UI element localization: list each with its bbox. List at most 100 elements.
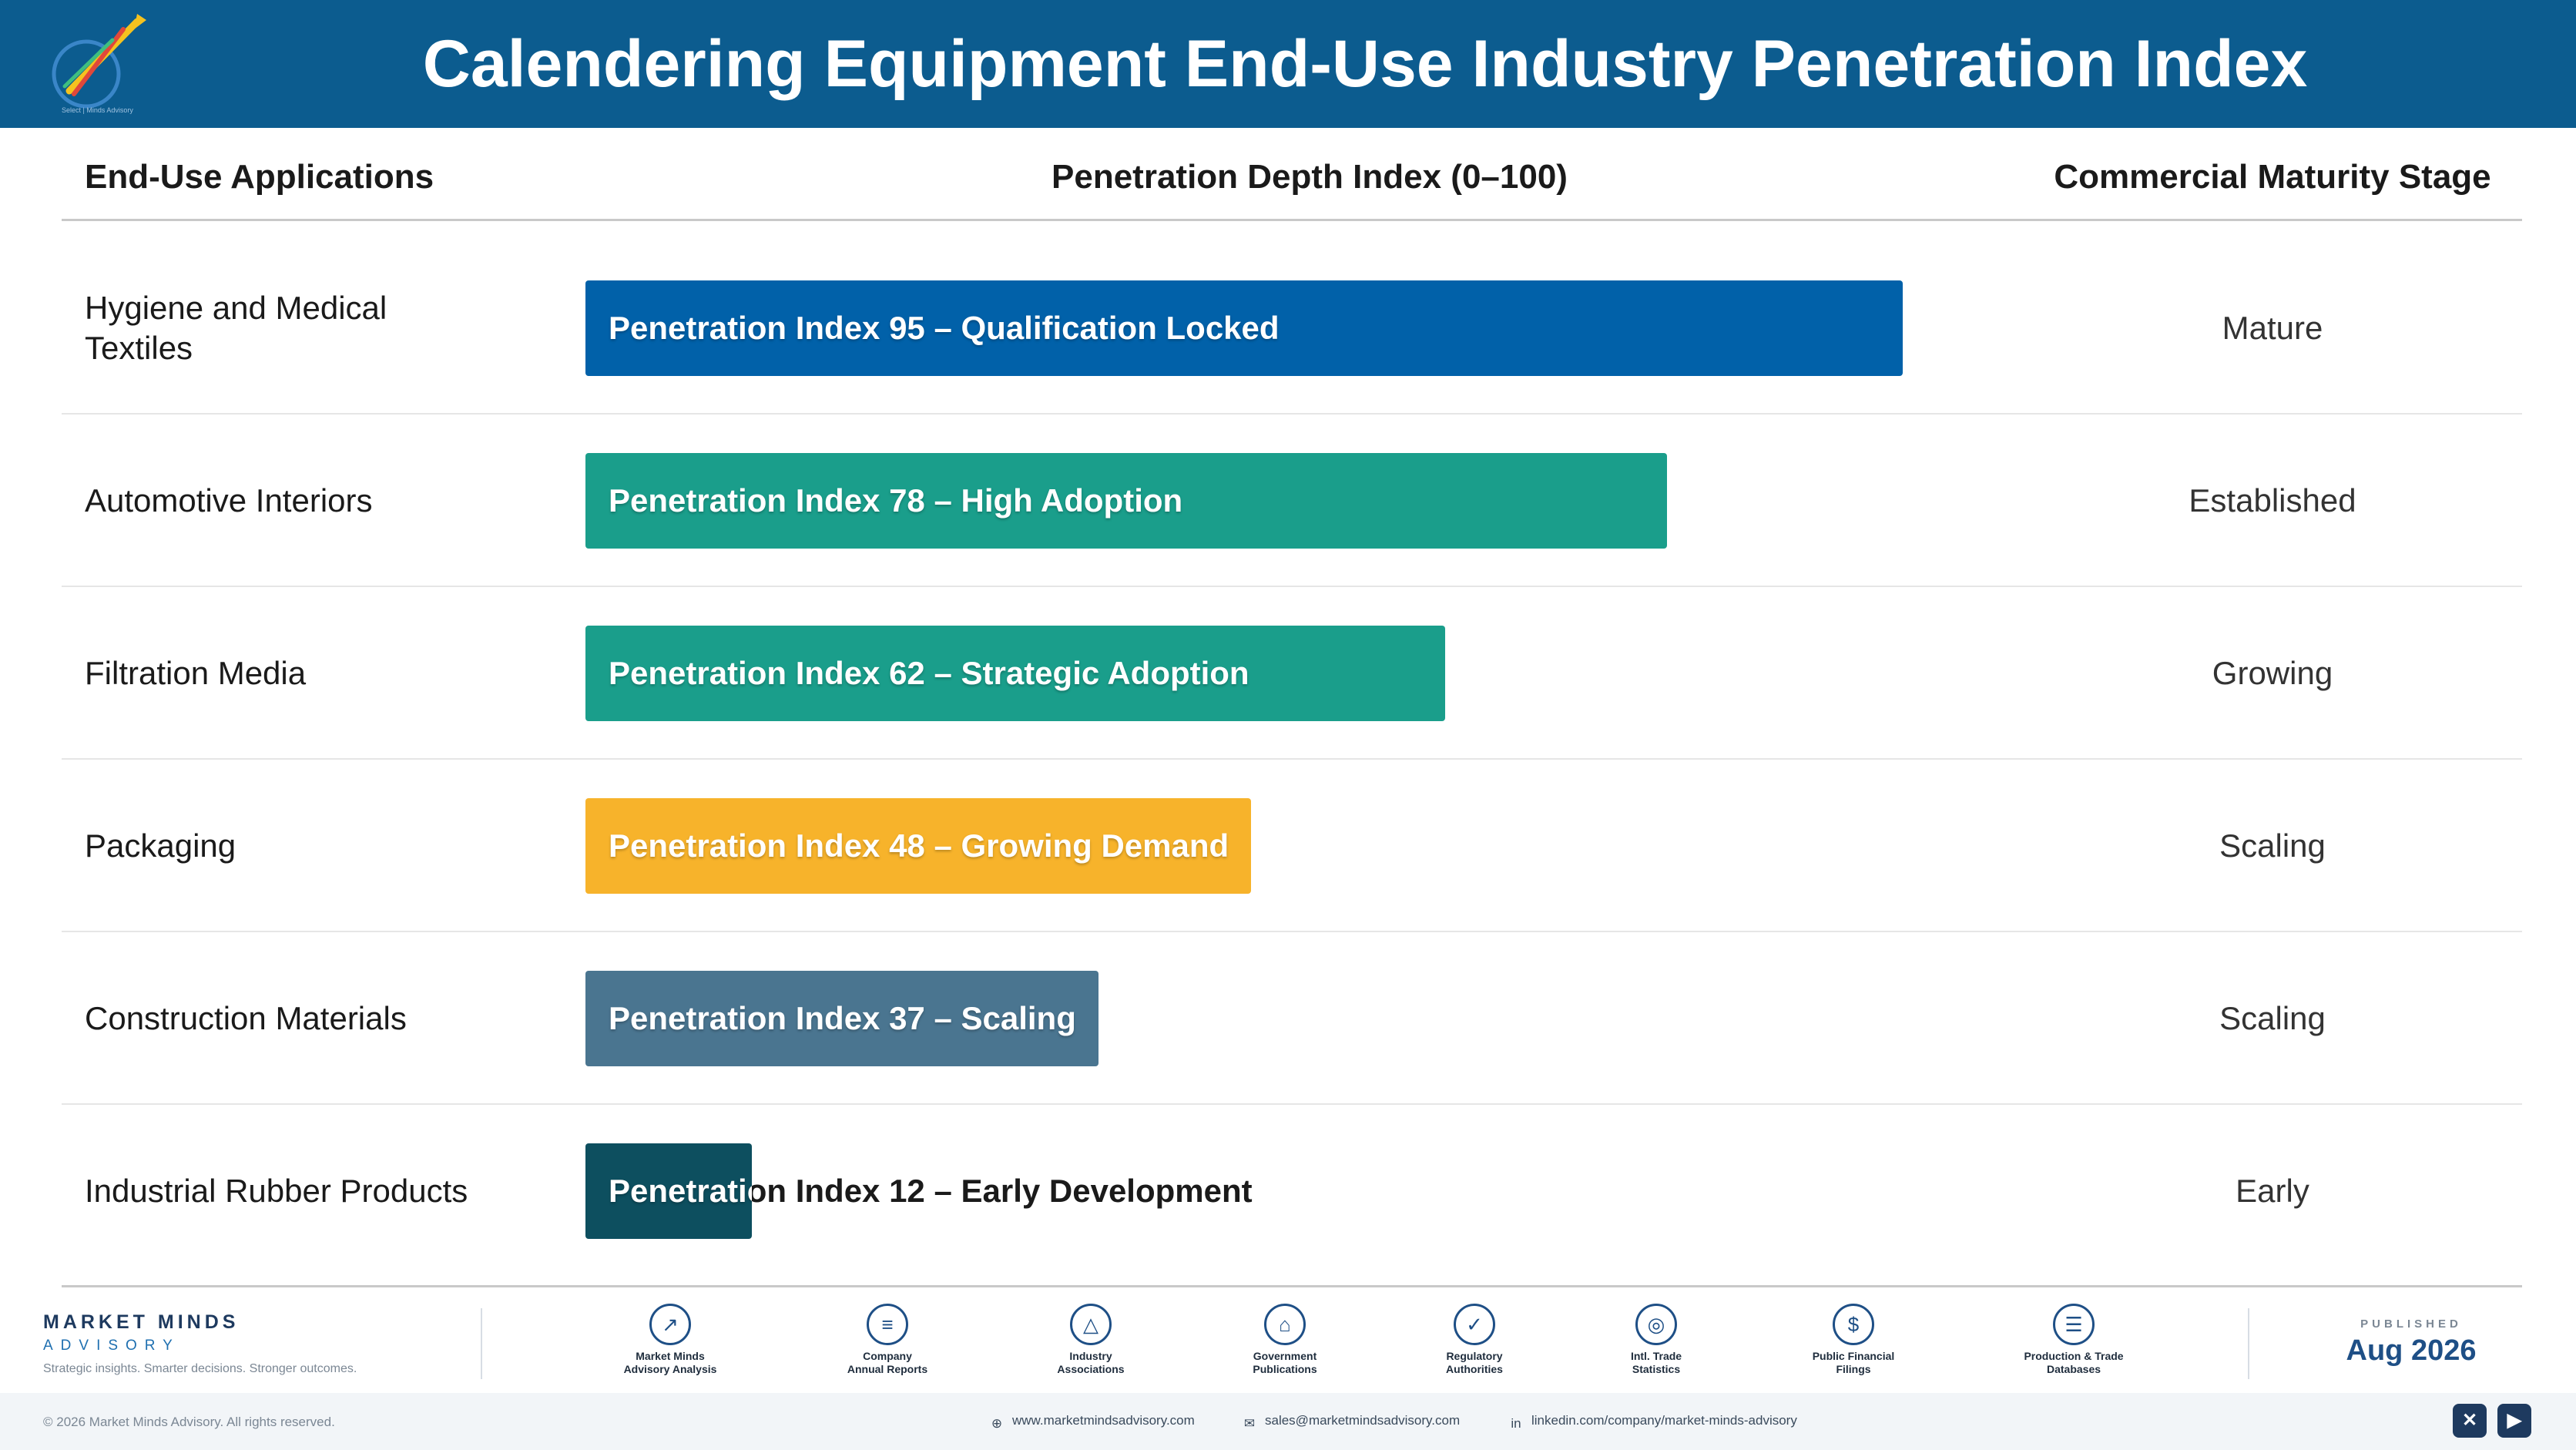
maturity-stage-value: Mature (2222, 310, 2323, 346)
source-label: Databases (2046, 1363, 2101, 1375)
source-label: Public Financial (1812, 1350, 1895, 1362)
bar-data-label: Penetration Index 12 – Early Development (609, 1173, 1253, 1209)
chart-row: Construction Materials Penetration Index … (62, 932, 2522, 1105)
source-label: Annual Reports (847, 1363, 928, 1375)
source-label: Company (863, 1350, 912, 1362)
video-social-icon[interactable]: ▶ (2497, 1404, 2531, 1438)
bar-data-label: Penetration Index 48 – Growing Demand (609, 827, 1229, 864)
footer-divider (481, 1308, 482, 1379)
maturity-stage-value: Early (2236, 1173, 2309, 1209)
category-label-text: Construction Materials (85, 1000, 407, 1036)
rocket-chart-logo-icon: Select | Minds Advisory (52, 14, 146, 114)
source-item: ◎ Intl. Trade Statistics (1579, 1304, 1733, 1376)
bar-data-label: Penetration Index 37 – Scaling (609, 1000, 1076, 1036)
bar (585, 798, 1251, 894)
chart-row: Hygiene and Medical Textiles Penetration … (62, 242, 2522, 415)
bar (585, 453, 1667, 549)
source-item: ≡ Company Annual Reports (810, 1304, 964, 1376)
x-social-icon[interactable]: ✕ (2453, 1404, 2487, 1438)
source-label: Intl. Trade (1630, 1350, 1682, 1362)
footer-divider (2248, 1308, 2249, 1379)
source-label: Publications (1253, 1363, 1317, 1375)
source-label: Regulatory (1446, 1350, 1503, 1362)
source-item: △ Industry Associations (1014, 1304, 1168, 1376)
bar-data-label: Penetration Index 62 – Strategic Adoptio… (609, 655, 1249, 691)
chart-row: Industrial Rubber Products Penetration In… (62, 1105, 2522, 1277)
header-divider (62, 219, 2522, 221)
maturity-stage-value: Scaling (2219, 827, 2326, 864)
bar (585, 626, 1445, 721)
table-bottom-divider (62, 1285, 2522, 1287)
shield-check-icon: ✓ (1454, 1304, 1495, 1345)
category-label-text: Filtration Media (85, 655, 307, 691)
copyright-text: © 2026 Market Minds Advisory. All rights… (43, 1415, 335, 1429)
source-label: Market Minds (636, 1350, 705, 1362)
column-header-applications: End-Use Applications (85, 158, 434, 196)
source-label: Advisory Analysis (623, 1363, 717, 1375)
email-link[interactable]: ✉ sales@marketmindsadvisory.com (1242, 1413, 1460, 1432)
header-banner: Select | Minds Advisory Calendering Equi… (0, 0, 2576, 128)
document-icon: ≡ (867, 1304, 908, 1345)
bar (585, 971, 1098, 1066)
row-divider (62, 1103, 2522, 1105)
network-icon: △ (1070, 1304, 1112, 1345)
bar-track: Penetration Index 95 – Qualification Loc… (585, 280, 1972, 376)
bar-data-label: Penetration Index 95 – Qualification Loc… (609, 310, 1280, 346)
bar-track: Penetration Index 62 – Strategic Adoptio… (585, 626, 1972, 721)
bar-track: Penetration Index 37 – Scaling (585, 971, 1972, 1066)
row-divider (62, 931, 2522, 932)
website-link[interactable]: ⊕ www.marketmindsadvisory.com (989, 1413, 1195, 1432)
source-item: $ Public Financial Filings (1776, 1304, 1930, 1376)
maturity-stage-value: Growing (2212, 655, 2333, 691)
category-label-text: Hygiene and Medical Textiles (85, 290, 387, 366)
category-label: Packaging (85, 760, 516, 932)
footer: MARKET MINDS ADVISORY Strategic insights… (0, 1294, 2576, 1450)
maturity-stage-value: Established (2189, 482, 2356, 519)
category-label: Automotive Interiors (85, 415, 516, 587)
brand-tagline: Strategic insights. Smarter decisions. S… (43, 1362, 357, 1375)
bar-data-label: Penetration Index 78 – High Adoption (609, 482, 1183, 519)
website-text: www.marketmindsadvisory.com (1012, 1413, 1195, 1428)
column-header-penetration-depth: Penetration Depth Index (0–100) (1052, 158, 1568, 196)
dollar-coin-icon: $ (1833, 1304, 1874, 1345)
row-divider (62, 758, 2522, 760)
row-divider (62, 413, 2522, 415)
bar (585, 280, 1903, 376)
footer-sources-band: MARKET MINDS ADVISORY Strategic insights… (0, 1294, 2576, 1393)
category-label-text: Industrial Rubber Products (85, 1173, 468, 1209)
source-item: ↗ Market Minds Advisory Analysis (593, 1304, 747, 1376)
source-label: Production & Trade (2024, 1350, 2124, 1362)
brand-subtitle: ADVISORY (43, 1338, 180, 1354)
maturity-stage-value: Scaling (2219, 1000, 2326, 1036)
page-title: Calendering Equipment End-Use Industry P… (422, 27, 2308, 101)
category-label: Construction Materials (85, 932, 516, 1105)
category-label-text: Automotive Interiors (85, 482, 373, 519)
source-label: Government (1253, 1350, 1317, 1362)
brand-name: MARKET MINDS (43, 1311, 240, 1333)
category-label: Hygiene and Medical Textiles (85, 242, 516, 415)
globe-icon: ⊕ (991, 1416, 1003, 1431)
email-text: sales@marketmindsadvisory.com (1265, 1413, 1461, 1428)
bar-track: Penetration Index 12 – Early Development… (585, 1143, 1972, 1239)
government-building-icon: ⌂ (1264, 1304, 1306, 1345)
globe-icon: ◎ (1635, 1304, 1677, 1345)
published-label: PUBLISHED (2360, 1317, 2462, 1331)
column-header-maturity-stage: Commercial Maturity Stage (2054, 158, 2491, 196)
bar-track: Penetration Index 48 – Growing Demand (585, 798, 1972, 894)
chart-row: Packaging Penetration Index 48 – Growing … (62, 760, 2522, 932)
source-item: ✓ Regulatory Authorities (1397, 1304, 1551, 1376)
chart-line-icon: ↗ (649, 1304, 691, 1345)
row-divider (62, 586, 2522, 587)
category-label-text: Packaging (85, 827, 236, 864)
linkedin-text: linkedin.com/company/market-minds-adviso… (1531, 1413, 1797, 1428)
linkedin-icon: in (1511, 1416, 1521, 1431)
source-label: Industry (1069, 1350, 1112, 1362)
linkedin-link[interactable]: in linkedin.com/company/market-minds-advi… (1508, 1413, 1797, 1432)
bar (585, 1143, 752, 1239)
chart-row: Filtration Media Penetration Index 62 – S… (62, 587, 2522, 760)
svg-text:Select | Minds Advisory: Select | Minds Advisory (62, 106, 133, 114)
source-label: Statistics (1632, 1363, 1681, 1375)
bar-data-label-inside: Penetration Index 12 – Early Development (609, 1173, 752, 1209)
source-label: Associations (1057, 1363, 1125, 1375)
